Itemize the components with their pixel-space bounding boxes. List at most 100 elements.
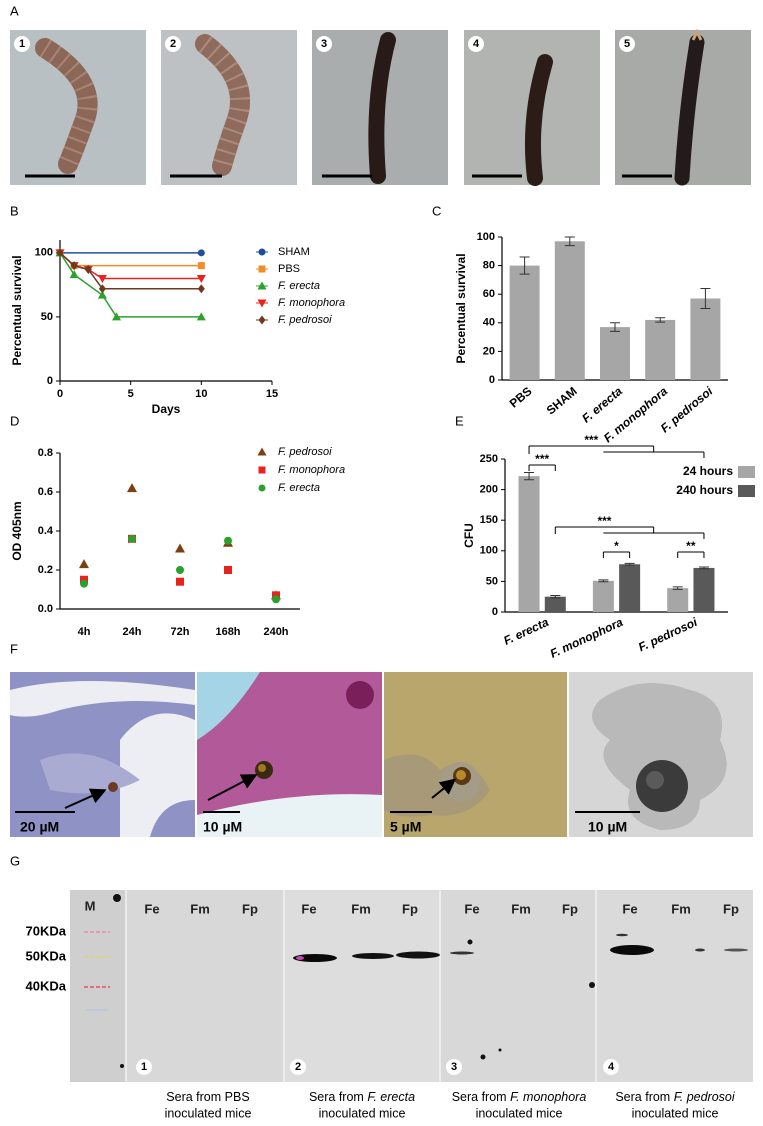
micrograph-circle <box>456 770 466 780</box>
x-tick-label: 72h <box>171 626 190 638</box>
caption-species: F. monophora <box>510 1090 586 1104</box>
bar <box>592 580 614 612</box>
larva-photo-circle <box>14 36 30 52</box>
western-blot-circle <box>446 1059 462 1075</box>
x-tick-label: SHAM <box>544 384 580 417</box>
significance-bracket <box>528 445 705 458</box>
bar <box>509 265 540 380</box>
x-tick-label: 10 <box>195 388 207 400</box>
lane-label: Fm <box>190 901 210 916</box>
lane-label: M <box>85 898 96 913</box>
western-blot-ellipse <box>695 948 705 952</box>
panel-label: D <box>10 413 19 428</box>
y-tick-label: 50 <box>41 311 53 323</box>
lane-label: Fm <box>351 901 371 916</box>
micrograph-circle <box>108 782 118 792</box>
lane-label: Fp <box>723 901 739 916</box>
legend-marker <box>258 484 266 492</box>
blot-number: 4 <box>608 1061 615 1073</box>
larva-photo-circle <box>619 36 635 52</box>
marker <box>224 536 232 545</box>
significance-bracket <box>602 551 631 558</box>
significance-label: *** <box>597 514 611 528</box>
bar <box>645 319 676 380</box>
marker <box>69 270 79 279</box>
caption-line: Sera from F. monophora <box>452 1090 587 1104</box>
western-blot-rect <box>596 890 753 1082</box>
y-tick-label: 0 <box>492 606 498 618</box>
blot-number: 3 <box>451 1061 457 1073</box>
western-blot-ellipse <box>610 945 654 955</box>
significance-bracket <box>528 464 556 471</box>
x-tick-label: F. erecta <box>501 615 551 648</box>
western-blot-circle <box>480 1054 486 1060</box>
lane-label: Fm <box>511 901 531 916</box>
caption-prefix: Sera from <box>309 1090 364 1104</box>
photo-number: 1 <box>19 38 25 50</box>
caption-line: Sera from F. pedrosoi <box>615 1090 736 1104</box>
caption-line: inoculated mice <box>632 1106 719 1120</box>
blot-number: 1 <box>141 1061 147 1073</box>
x-tick-label: F. pedrosoi <box>636 615 700 655</box>
series-line <box>59 252 202 290</box>
micrograph-path <box>592 682 727 830</box>
significance-label: * <box>614 539 619 553</box>
micrograph: 10 µM <box>569 672 753 837</box>
x-axis-label: Days <box>152 402 181 416</box>
marker <box>80 579 88 588</box>
legend-marker <box>257 447 267 456</box>
y-tick-label: 0 <box>47 375 53 387</box>
marker <box>97 290 107 299</box>
blot-captions: Sera from PBS inoculated mice Sera from F.… <box>165 1090 736 1120</box>
scale-label: 10 µM <box>588 819 627 835</box>
larva-photo-path <box>35 38 98 174</box>
significance-label: ** <box>686 539 696 553</box>
error-bar <box>698 566 709 570</box>
micrograph: 10 µM <box>197 672 382 837</box>
western-blot-circle <box>589 982 595 988</box>
marker <box>197 262 205 270</box>
photo-number: 4 <box>473 38 480 50</box>
significance-label: *** <box>584 433 598 447</box>
larva-photo-path <box>674 34 705 186</box>
bar <box>690 298 721 380</box>
marker <box>196 312 206 321</box>
legend-label: F. erecta <box>278 482 320 494</box>
size-marker: 40KDa <box>26 978 67 993</box>
marker <box>56 248 64 258</box>
micrograph-line <box>64 788 107 809</box>
lane-label: Fe <box>464 901 479 916</box>
caption-prefix: Sera from <box>615 1090 670 1104</box>
marker <box>127 483 137 493</box>
legend-swatch <box>738 466 755 478</box>
legend-label: 24 hours <box>683 464 733 478</box>
larva-photo-path <box>691 28 703 41</box>
marker <box>196 274 206 283</box>
legend-label: F. pedrosoi <box>278 314 332 326</box>
larva-photo: 2 <box>161 30 297 185</box>
error-bar <box>519 256 530 275</box>
western-blot-circle <box>120 1064 124 1068</box>
legend-label: F. monophora <box>278 464 345 476</box>
micrograph-path <box>197 794 382 837</box>
bar <box>554 241 585 380</box>
caption-species: PBS <box>225 1090 250 1104</box>
x-tick-label: 0 <box>57 388 63 400</box>
lane-label: Fp <box>402 901 418 916</box>
marker <box>272 595 280 604</box>
panel-label: A <box>10 3 19 18</box>
western-blot-circle <box>113 894 121 902</box>
marker <box>97 274 107 283</box>
error-bar <box>598 579 609 583</box>
x-tick-label: 168h <box>215 626 240 638</box>
x-tick-label: 15 <box>266 388 278 400</box>
error-bar <box>524 471 535 481</box>
caption-line: Sera from PBS <box>166 1090 249 1104</box>
y-tick-label: 0.0 <box>38 603 53 615</box>
marker <box>175 543 185 553</box>
bar <box>600 327 630 380</box>
photo-number: 2 <box>170 38 176 50</box>
caption-line: inoculated mice <box>476 1106 563 1120</box>
y-axis-label: CFU <box>462 523 476 548</box>
